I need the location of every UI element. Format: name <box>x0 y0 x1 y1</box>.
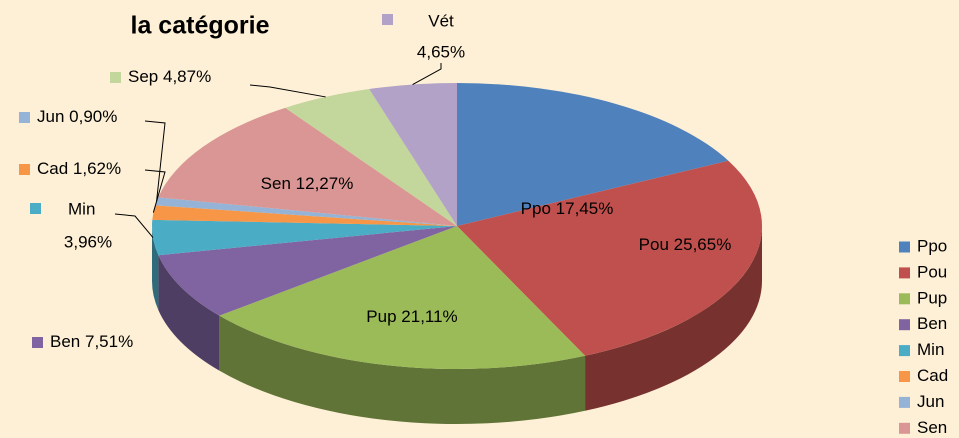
data-label-value: 4,87% <box>163 67 211 86</box>
slice <box>457 160 762 356</box>
data-label-name: Min <box>68 199 95 218</box>
data-label-name: Jun <box>37 107 64 126</box>
legend-label: Pup <box>917 288 947 307</box>
data-label-value: 25,65% <box>674 235 732 254</box>
label-key <box>30 203 41 214</box>
slice <box>152 205 457 226</box>
legend-key <box>899 241 910 253</box>
slice <box>152 219 457 256</box>
data-label-name: Pup <box>366 307 396 326</box>
legend-label: Ppo <box>917 236 947 255</box>
legend-key <box>899 371 910 382</box>
slice-side <box>585 226 762 411</box>
data-label-value: 12,27% <box>296 174 354 193</box>
data-label-value: 0,90% <box>69 107 117 126</box>
legend-label: Min <box>917 340 944 359</box>
slice-side <box>219 315 586 425</box>
legend-key <box>899 396 910 408</box>
data-label: Sep 4,87% <box>128 67 211 86</box>
data-label-value: 21,11% <box>401 307 457 326</box>
leader-line <box>114 213 154 238</box>
data-label-name: Cad <box>37 159 68 178</box>
data-label-name: Vét <box>428 11 454 30</box>
leader-line <box>412 63 442 85</box>
legend-key <box>899 422 910 434</box>
data-label-value: 17,45% <box>556 199 614 218</box>
slice <box>155 197 457 226</box>
data-label-name: Ben <box>50 332 80 351</box>
leader-line <box>249 84 326 98</box>
label-key <box>110 72 121 83</box>
slice-side <box>158 255 220 371</box>
data-label: Cad 1,62% <box>37 159 121 178</box>
data-label-value: 7,51% <box>85 332 133 351</box>
legend-label: Pou <box>917 262 947 281</box>
data-label-name: Ppo <box>521 199 551 218</box>
slice <box>285 89 457 226</box>
legend-key <box>899 345 910 357</box>
legend-key <box>899 319 910 331</box>
slice <box>158 226 457 316</box>
legend-key <box>899 267 910 279</box>
legend-label: Ben <box>917 314 947 333</box>
slice-side <box>152 226 159 311</box>
slice <box>457 83 729 226</box>
data-label-name: Pou <box>639 235 669 254</box>
data-label: Sen 12,27% <box>261 174 354 193</box>
data-label-name: Sen <box>261 174 291 193</box>
slice <box>219 226 586 369</box>
label-key <box>32 337 43 348</box>
legend-label: Cad <box>917 366 948 385</box>
label-key <box>382 14 393 25</box>
label-key <box>19 164 30 175</box>
data-label: Pou 25,65% <box>639 235 732 254</box>
data-label-value: 1,62% <box>73 159 121 178</box>
data-label-name: Sep <box>128 67 158 86</box>
slice <box>158 107 457 226</box>
chart-title: la catégorie <box>131 12 270 40</box>
data-label-value: 4,65% <box>417 42 465 61</box>
data-label-value: 3,96% <box>64 232 112 251</box>
legend-label: Sen <box>917 418 947 437</box>
legend-label: Jun <box>917 392 944 411</box>
data-label: Jun 0,90% <box>37 107 117 126</box>
data-label: Ppo 17,45% <box>521 199 614 218</box>
data-label: Pup 21,11% <box>366 307 457 326</box>
data-label: Ben 7,51% <box>50 332 133 351</box>
label-key <box>19 112 30 123</box>
leader-line <box>144 120 166 202</box>
slice <box>369 83 457 226</box>
legend-key <box>899 293 910 305</box>
